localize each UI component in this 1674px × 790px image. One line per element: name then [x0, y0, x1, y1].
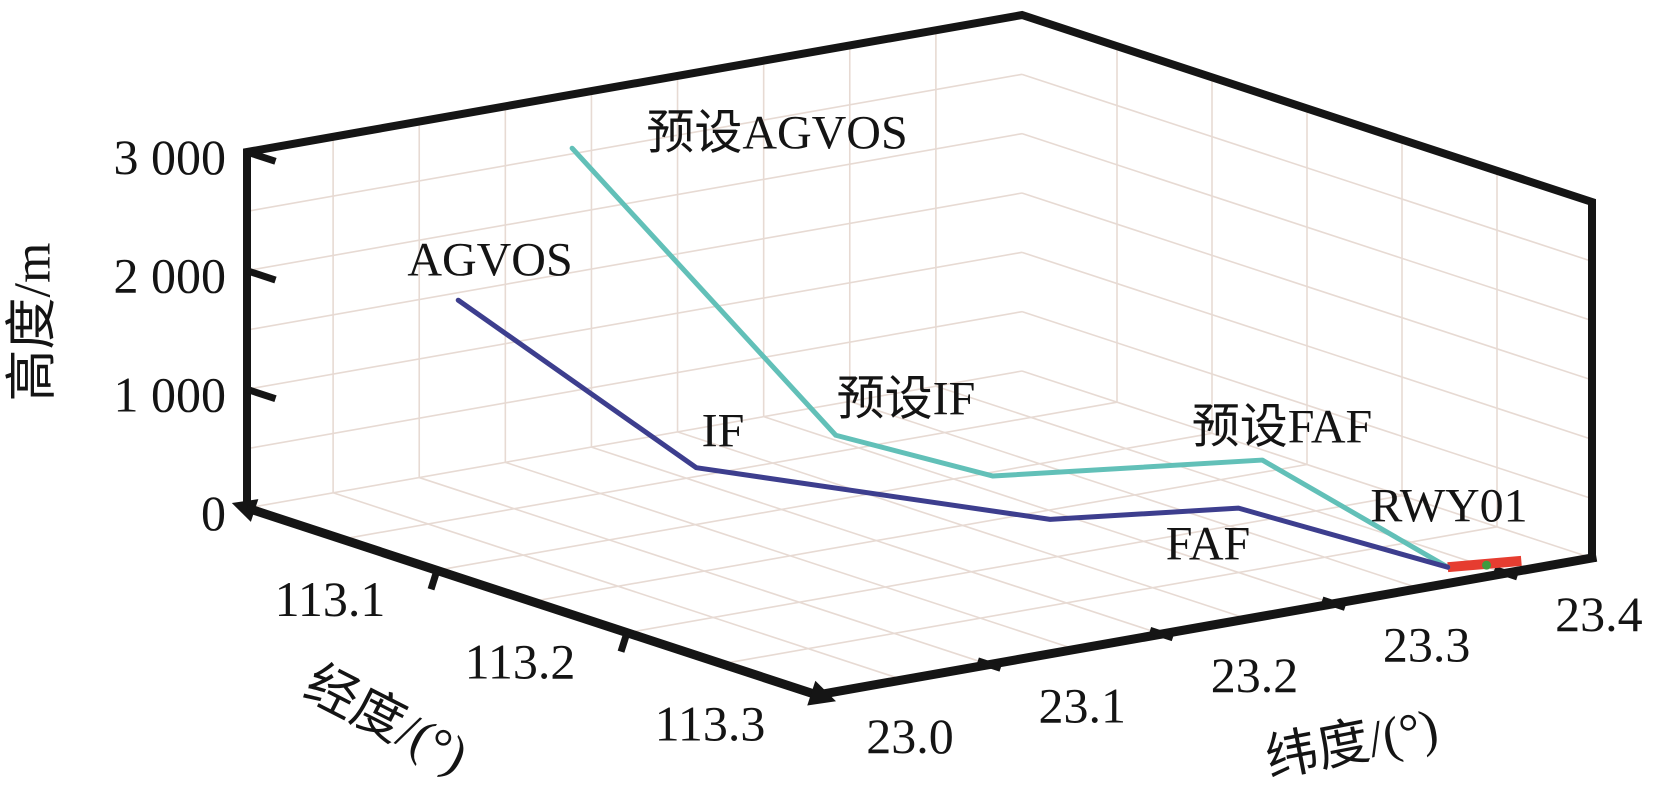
grid-line-alt-right-wall	[1021, 132, 1593, 322]
runway-center-marker	[1482, 560, 1492, 570]
latitude-tick-label: 23.4	[1555, 586, 1643, 642]
grid-line-alt-left-wall	[246, 132, 1023, 272]
tick-labels: 0 1 000 2 000 3 000 113.1 113.2 113.3 23.0 23.1 2…	[114, 129, 1643, 764]
z-axis-title: 高度/m	[5, 243, 62, 402]
origin-axis-arrowhead	[231, 499, 259, 522]
series-preset-path	[569, 145, 1451, 570]
altitude-tick-mark	[245, 267, 277, 284]
waypoint-label: FAF	[1166, 518, 1251, 571]
longitude-axis-line	[241, 502, 823, 701]
latitude-tick-mark	[976, 657, 1002, 672]
waypoint-label: RWY01	[1370, 480, 1527, 533]
grid-line-alt-left-wall	[246, 73, 1023, 213]
latitude-tick-label: 23.2	[1211, 647, 1299, 703]
altitude-tick-label: 3 000	[114, 129, 227, 185]
altitude-tick-label: 1 000	[114, 366, 227, 422]
grid-line-alt-left-wall	[246, 251, 1023, 391]
lat-axis-title: 纬度/(°)	[1261, 699, 1443, 788]
waypoint-label: IF	[702, 405, 745, 458]
waypoint-label: AGVOS	[407, 234, 572, 287]
latitude-tick-label: 23.1	[1038, 678, 1126, 734]
grid-line-lon-floor	[721, 526, 1498, 665]
longitude-tick-mark	[427, 569, 441, 591]
grid-line-alt-left-wall	[246, 370, 1023, 509]
longitude-tick-mark	[617, 631, 631, 653]
frame-outline	[243, 10, 1596, 562]
altitude-tick-label: 0	[201, 485, 226, 541]
latitude-tick-mark	[1321, 596, 1347, 611]
series-flown-path	[455, 297, 1451, 570]
altitude-tick-mark	[245, 386, 277, 403]
grid-line-alt-left-wall	[246, 192, 1023, 331]
axes-frame	[241, 10, 1598, 701]
longitude-tick-label: 113.3	[655, 696, 766, 752]
altitude-tick-label: 2 000	[114, 248, 227, 304]
grid-line-alt-right-wall	[1021, 370, 1593, 559]
latitude-tick-label: 23.0	[866, 708, 954, 764]
longitude-tick-label: 113.1	[275, 571, 386, 627]
altitude-tick-mark	[245, 504, 277, 521]
latitude-tick-mark	[1148, 627, 1174, 642]
grid-line-lon-floor	[436, 432, 1213, 572]
waypoint-label: 预设IF	[837, 373, 976, 426]
grid-line-lon-floor	[531, 463, 1308, 603]
grid-line-alt-right-wall	[1021, 73, 1593, 263]
longitude-tick-label: 113.2	[465, 633, 576, 689]
grid-line-alt-right-wall	[1021, 192, 1593, 381]
wall-and-floor-grid	[246, 30, 1593, 681]
latitude-tick-mark	[1493, 566, 1519, 581]
grid-line-alt-right-wall	[1021, 310, 1593, 500]
latitude-axis-line	[811, 552, 1598, 701]
waypoint-label: 预设FAF	[1192, 401, 1373, 454]
latitude-tick-label: 23.3	[1383, 617, 1471, 673]
lon-axis-title: 经度/(°)	[296, 655, 477, 785]
grid-line-alt-left-wall	[246, 310, 1023, 450]
axis-tick-marks	[245, 148, 1519, 672]
waypoint-label: 预设AGVOS	[646, 107, 907, 160]
longitude-axis-arrowhead	[807, 680, 836, 706]
waypoint-labels: 预设AGVOS AGVOS IF 预设IF 预设FAF FAF RWY01	[407, 107, 1527, 571]
grid-line-alt-right-wall	[1021, 251, 1593, 441]
altitude-tick-mark	[245, 148, 277, 165]
